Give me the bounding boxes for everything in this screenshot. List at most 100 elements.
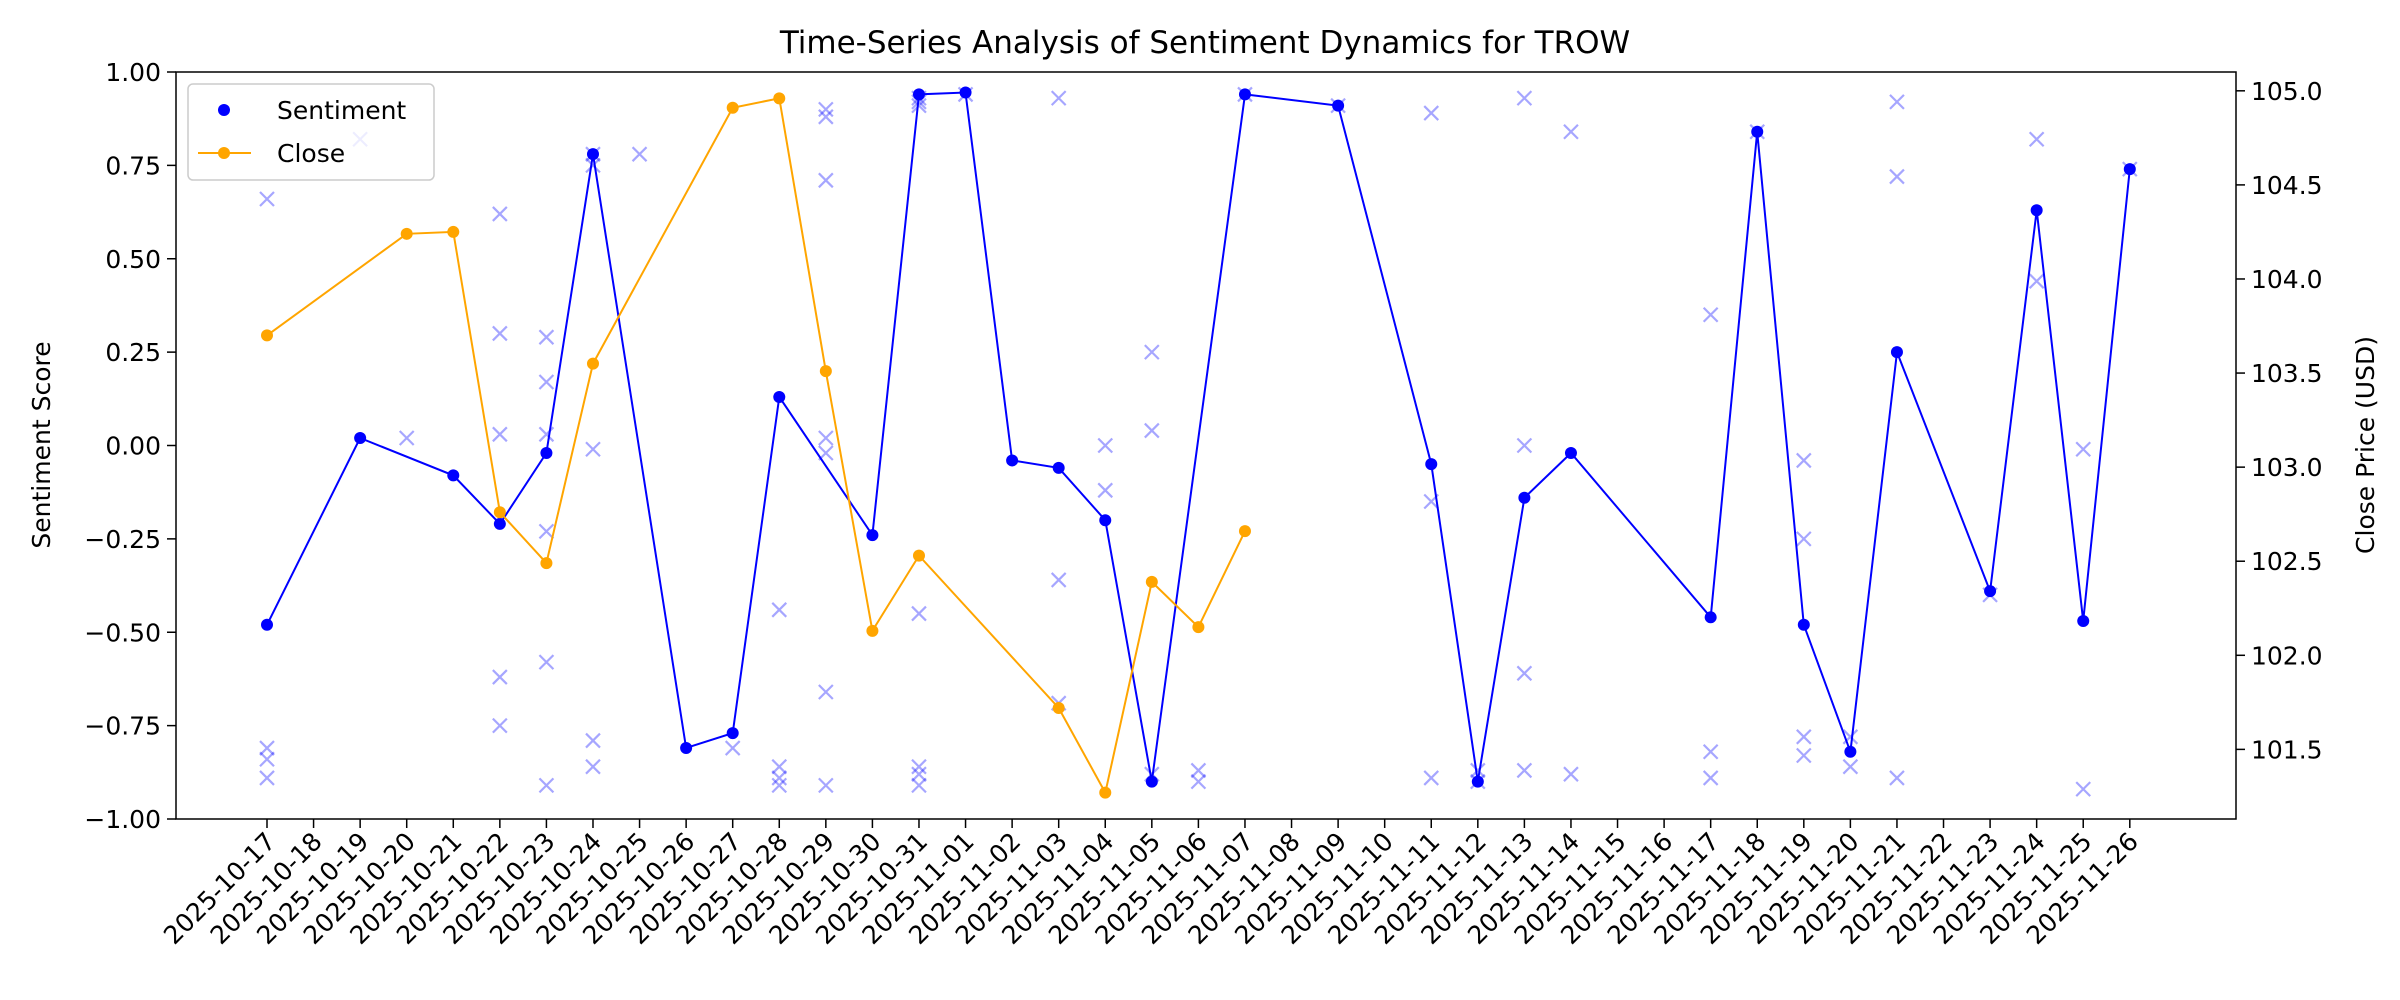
y-axis-right: 101.5 102.0 102.5 103.0 103.5 104.0 104.5 105.0	[2236, 77, 2323, 764]
sentiment-point	[1984, 585, 1997, 598]
y-tick-label: −1.00	[84, 805, 161, 834]
sentiment-point	[866, 529, 879, 542]
raw-score-marker	[1796, 729, 1812, 745]
sentiment-point	[261, 618, 273, 631]
y2-tick-label: 101.5	[2251, 735, 2323, 764]
y2-tick-label: 104.5	[2251, 171, 2323, 200]
raw-score-marker	[538, 654, 555, 670]
raw-score-marker	[631, 146, 648, 162]
sentiment-point	[912, 88, 925, 101]
raw-score-marker	[585, 441, 601, 458]
raw-score-marker	[1563, 766, 1579, 782]
raw-score-marker	[818, 101, 834, 118]
raw-score-marker	[724, 740, 741, 756]
y-axis-label: Sentiment Score	[27, 341, 56, 548]
sentiment-point	[1238, 88, 1251, 101]
sentiment-point	[1332, 99, 1345, 112]
sentiment-point	[1704, 611, 1717, 624]
sentiment-point	[354, 432, 367, 445]
close-point	[540, 557, 553, 570]
series-dots	[261, 86, 2136, 799]
sentiment-point	[773, 390, 786, 403]
sentiment-point	[726, 727, 739, 740]
sentiment-point	[959, 86, 972, 99]
raw-score-marker	[1423, 770, 1440, 786]
y2-axis-label: Close Price (USD)	[2351, 336, 2380, 554]
raw-score-marker	[911, 758, 927, 775]
sentiment-point	[1890, 346, 1903, 359]
close-point	[1145, 575, 1158, 588]
y-tick-label: 1.00	[105, 58, 161, 87]
sentiment-point	[1564, 446, 1577, 459]
raw-score-marker	[818, 684, 834, 700]
raw-score-marker	[398, 430, 415, 446]
sentiment-point	[1518, 491, 1531, 504]
raw-score-marker	[259, 191, 275, 207]
sentiment-point	[1751, 125, 1764, 138]
raw-score-marker	[1144, 422, 1160, 439]
raw-score-marker	[911, 777, 927, 794]
raw-score-marker	[1050, 572, 1067, 588]
y-axis-left: −1.00 −0.75 −0.50 −0.25 0.00 0.25 0.50 0.75 1.00	[84, 58, 176, 834]
raw-score-marker	[492, 426, 508, 443]
y2-tick-label: 105.0	[2251, 77, 2323, 106]
y2-tick-label: 103.5	[2251, 359, 2323, 388]
raw-score-marker	[1842, 758, 1859, 775]
raw-score-marker	[492, 669, 508, 685]
close-point	[726, 101, 739, 114]
y2-tick-label: 102.5	[2251, 547, 2323, 576]
sentiment-point	[1797, 618, 1810, 631]
raw-score-marker	[2028, 273, 2045, 289]
raw-score-marker	[538, 523, 555, 540]
sentiment-point	[680, 742, 693, 755]
raw-score-marker	[1097, 482, 1114, 499]
raw-score-marker	[2028, 131, 2045, 148]
raw-score-marker	[1423, 105, 1440, 121]
sentiment-point	[586, 148, 599, 161]
close-point	[1238, 525, 1251, 538]
close-point	[912, 549, 925, 562]
raw-score-marker	[492, 206, 508, 222]
sentiment-point	[1145, 775, 1158, 788]
raw-score-marker	[492, 325, 508, 342]
sentiment-point	[1052, 461, 1065, 474]
raw-score-marker	[1050, 90, 1067, 106]
raw-score-marker	[771, 770, 788, 786]
raw-score-marker	[1516, 762, 1533, 779]
sentiment-point	[540, 446, 553, 459]
sentiment-point	[493, 517, 506, 530]
y2-tick-label: 104.0	[2251, 265, 2323, 294]
raw-score-marker	[818, 777, 834, 794]
raw-score-marker	[818, 430, 834, 446]
raw-score-marker	[1190, 773, 1207, 790]
sentiment-point	[2030, 204, 2043, 217]
y-tick-label: −0.25	[84, 525, 161, 554]
close-point	[493, 506, 506, 519]
legend-close-marker	[218, 147, 230, 159]
raw-score-marker	[492, 717, 508, 734]
sentiment-point	[447, 469, 460, 482]
raw-score-marker	[538, 374, 555, 390]
raw-score-marker	[1889, 168, 1905, 185]
raw-score-marker	[2075, 781, 2092, 797]
close-point	[400, 227, 413, 240]
raw-score-marker	[1702, 306, 1719, 323]
raw-score-marker	[1796, 452, 1812, 469]
raw-score-marker	[1563, 123, 1579, 140]
y-tick-label: −0.50	[84, 618, 161, 647]
raw-score-marker	[1702, 770, 1719, 786]
sentiment-point	[1099, 514, 1112, 527]
raw-score-marker	[1516, 437, 1533, 454]
y-tick-label: −0.75	[84, 712, 161, 741]
raw-score-marker	[1144, 344, 1160, 360]
raw-score-marker	[911, 97, 927, 114]
raw-score-marker	[259, 770, 275, 786]
sentiment-point	[2123, 163, 2136, 176]
raw-score-marker	[1097, 437, 1114, 454]
raw-score-marker	[538, 777, 555, 794]
raw-score-marker	[1796, 747, 1812, 764]
y-tick-label: 0.75	[105, 151, 161, 180]
legend-sentiment-marker	[218, 104, 230, 116]
y-tick-label: 0.25	[105, 338, 161, 367]
